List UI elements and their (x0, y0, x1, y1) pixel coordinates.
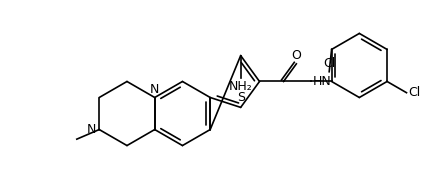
Text: O: O (291, 49, 301, 62)
Text: S: S (237, 91, 245, 104)
Text: Cl: Cl (323, 57, 335, 70)
Text: NH₂: NH₂ (229, 80, 253, 93)
Text: HN: HN (312, 75, 331, 88)
Text: N: N (87, 123, 96, 136)
Text: N: N (150, 83, 160, 96)
Text: Cl: Cl (408, 86, 420, 99)
